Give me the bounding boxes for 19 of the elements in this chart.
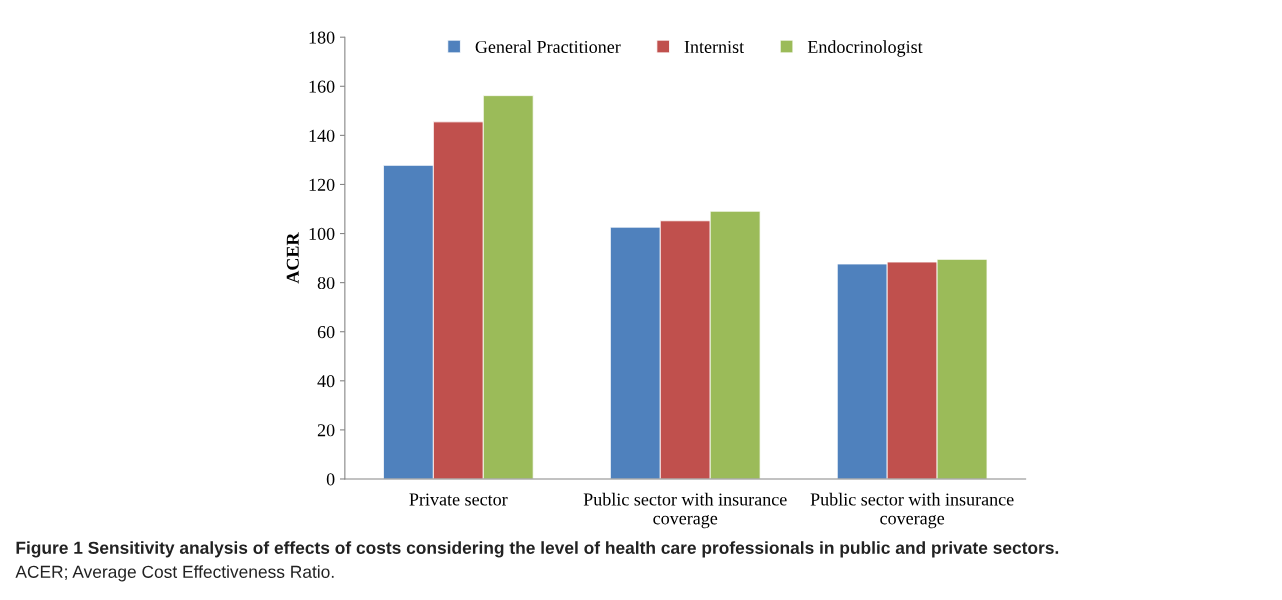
legend-label: General Practitioner bbox=[475, 40, 621, 54]
x-tick-label: Private sector bbox=[409, 493, 508, 506]
legend-label: Internist bbox=[684, 40, 745, 54]
y-tick-label: 40 bbox=[317, 375, 335, 388]
y-tick-label: 140 bbox=[309, 129, 335, 142]
legend-label: Endocrinologist bbox=[807, 40, 923, 57]
y-tick-label: 60 bbox=[317, 325, 335, 339]
x-tick-label: Public sector with insurance coverage bbox=[810, 492, 1014, 529]
caption: Figure 1 Sensitivity analysis of effects of costs considering the level of health care professionals in public and private sectors. bbox=[16, 541, 1059, 558]
text: ACER; Average Cost Effectiveness Ratio. bbox=[15, 565, 334, 582]
y-tick-label: 20 bbox=[317, 424, 335, 437]
y-tick-label: 0 bbox=[326, 473, 335, 486]
y-tick-label: 80 bbox=[317, 276, 335, 290]
y-tick-label: 100 bbox=[309, 227, 335, 240]
y-tick-label: 120 bbox=[309, 178, 335, 191]
y-tick-label: 160 bbox=[309, 80, 335, 93]
y-tick-label: 180 bbox=[309, 31, 335, 44]
x-tick-label: Public sector with insurance coverage bbox=[583, 492, 787, 529]
y-axis-title: ACER bbox=[286, 232, 299, 284]
